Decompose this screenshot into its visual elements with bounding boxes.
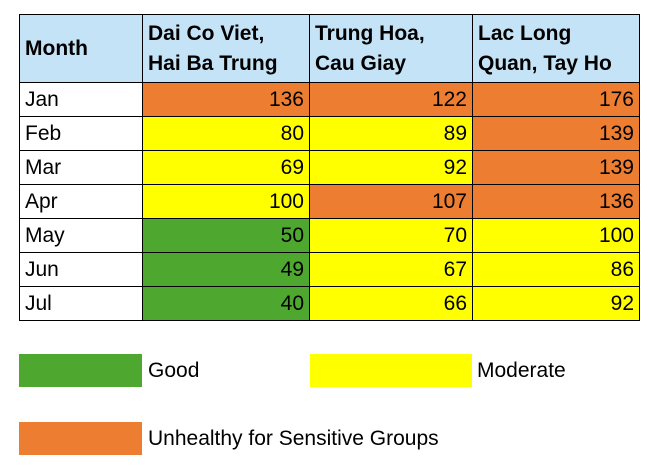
table-row: Jan 136 122 176 (19, 82, 640, 117)
column-header-line: Dai Co Viet, (148, 21, 265, 45)
value-cell: 100 (142, 184, 310, 219)
value-cell: 136 (472, 184, 640, 219)
column-header-line: Trung Hoa, (315, 21, 425, 45)
legend-swatch-good (19, 354, 142, 387)
month-cell: Jan (19, 82, 143, 117)
legend-swatch-unhealthy (19, 422, 142, 455)
table-row: Apr 100 107 136 (19, 184, 640, 219)
month-cell: Mar (19, 150, 143, 185)
value-cell: 107 (309, 184, 473, 219)
month-cell: Jun (19, 252, 143, 287)
value-cell: 92 (472, 286, 640, 321)
value-cell: 69 (142, 150, 310, 185)
value-cell: 92 (309, 150, 473, 185)
value-cell: 50 (142, 218, 310, 253)
column-header-line: Hai Ba Trung (148, 51, 278, 75)
value-cell: 136 (142, 82, 310, 117)
value-cell: 122 (309, 82, 473, 117)
legend-label-moderate: Moderate (477, 359, 566, 382)
value-cell: 139 (472, 150, 640, 185)
value-cell: 70 (309, 218, 473, 253)
value-cell: 67 (309, 252, 473, 287)
table-row: Mar 69 92 139 (19, 150, 640, 185)
value-cell: 139 (472, 116, 640, 151)
value-cell: 80 (142, 116, 310, 151)
table-row: Jul 40 66 92 (19, 286, 640, 321)
month-cell: May (19, 218, 143, 253)
value-cell: 100 (472, 218, 640, 253)
value-cell: 89 (309, 116, 473, 151)
column-header-line: Cau Giay (315, 51, 407, 75)
month-header: Month (19, 14, 143, 83)
header-row: Month Dai Co Viet, Hai Ba Trung Trung Ho… (19, 14, 640, 83)
month-cell: Feb (19, 116, 143, 151)
column-header-trung-hoa: Trung Hoa, Cau Giay (309, 14, 473, 83)
value-cell: 66 (309, 286, 473, 321)
value-cell: 49 (142, 252, 310, 287)
column-header-lac-long-quan: Lac Long Quan, Tay Ho (472, 14, 640, 83)
table-row: Feb 80 89 139 (19, 116, 640, 151)
column-header-line: Lac Long (478, 21, 572, 45)
table-row: May 50 70 100 (19, 218, 640, 253)
table-row: Jun 49 67 86 (19, 252, 640, 287)
legend-label-unhealthy: Unhealthy for Sensitive Groups (148, 427, 439, 450)
legend-label-good: Good (148, 359, 200, 382)
value-cell: 40 (142, 286, 310, 321)
aqi-table: Month Dai Co Viet, Hai Ba Trung Trung Ho… (19, 14, 640, 321)
column-header-line: Quan, Tay Ho (478, 51, 612, 75)
value-cell: 86 (472, 252, 640, 287)
column-header-dai-co-viet: Dai Co Viet, Hai Ba Trung (142, 14, 310, 83)
legend-swatch-moderate (310, 354, 472, 387)
value-cell: 176 (472, 82, 640, 117)
month-cell: Jul (19, 286, 143, 321)
month-cell: Apr (19, 184, 143, 219)
